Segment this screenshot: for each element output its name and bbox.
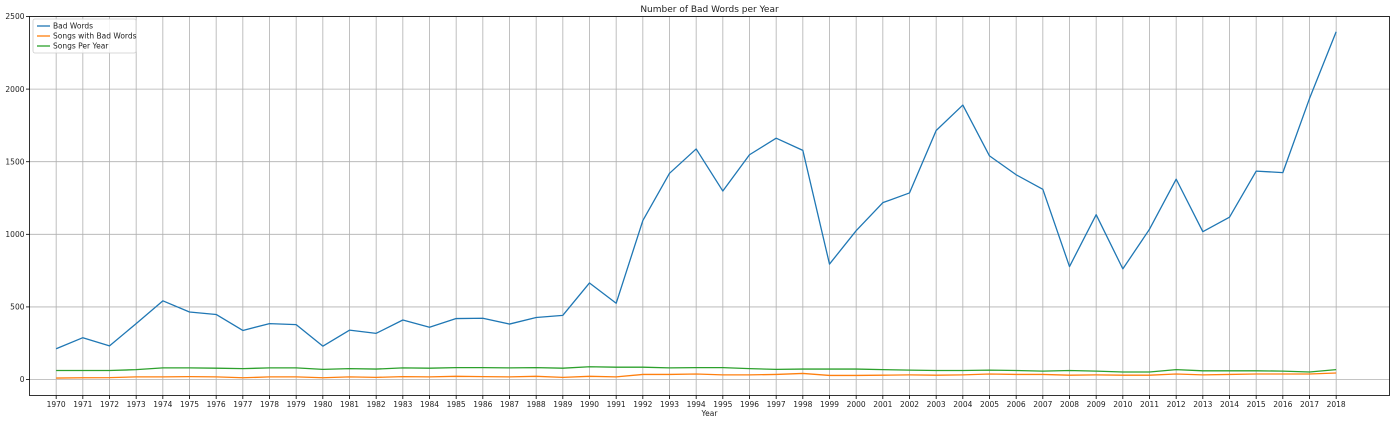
x-tick-label: 1981 — [340, 400, 359, 409]
series-line-1 — [56, 372, 1337, 379]
x-tick-label: 1998 — [793, 400, 812, 409]
x-tick-label: 2001 — [873, 400, 892, 409]
x-tick-label: 1989 — [553, 400, 572, 409]
x-tick-label: 1995 — [713, 400, 732, 409]
y-tick-label: 2500 — [5, 12, 24, 21]
chart-title: Number of Bad Words per Year — [640, 5, 779, 15]
series-line-2 — [56, 366, 1337, 373]
x-tick-label: 2015 — [1247, 400, 1266, 409]
x-tick-label: 1985 — [447, 400, 466, 409]
x-tick-label: 1979 — [287, 400, 306, 409]
axes-frame — [29, 16, 1390, 396]
y-tick-label: 2000 — [5, 85, 24, 94]
x-tick-label: 2005 — [980, 400, 999, 409]
legend-label: Songs Per Year — [53, 42, 109, 51]
x-tick-label: 1996 — [740, 400, 759, 409]
x-tick-label: 2009 — [1087, 400, 1106, 409]
x-tick-label: 1970 — [47, 400, 66, 409]
x-tick-label: 2016 — [1273, 400, 1292, 409]
x-tick-label: 2011 — [1140, 400, 1159, 409]
grid — [29, 16, 1390, 396]
x-tick-label: 2014 — [1220, 400, 1239, 409]
x-tick-label: 2010 — [1113, 400, 1132, 409]
x-tick-label: 2008 — [1060, 400, 1079, 409]
x-tick-label: 1984 — [420, 400, 439, 409]
x-tick-label: 2000 — [847, 400, 866, 409]
x-tick-label: 1977 — [233, 400, 252, 409]
x-tick-label: 1993 — [660, 400, 679, 409]
x-axis-label: Year — [701, 409, 719, 418]
x-tick-label: 2012 — [1167, 400, 1186, 409]
series-group — [55, 31, 1337, 379]
y-tick-label: 1500 — [5, 157, 24, 166]
legend-label: Bad Words — [53, 22, 93, 31]
x-tick-label: 1983 — [393, 400, 412, 409]
x-tick-label: 2003 — [927, 400, 946, 409]
x-tick-label: 1986 — [473, 400, 492, 409]
x-tick-label: 1974 — [153, 400, 172, 409]
x-tick-label: 1976 — [207, 400, 226, 409]
x-tick-label: 1988 — [527, 400, 546, 409]
x-tick-label: 1973 — [127, 400, 146, 409]
ticks: 1970 1971 1972 1973 1974 1975 1976 1977 1978 1979… — [5, 12, 1346, 409]
x-tick-label: 2007 — [1033, 400, 1052, 409]
x-tick-label: 1980 — [313, 400, 332, 409]
x-tick-label: 2017 — [1300, 400, 1319, 409]
x-tick-label: 1978 — [260, 400, 279, 409]
x-tick-label: 1991 — [607, 400, 626, 409]
x-tick-label: 2006 — [1007, 400, 1026, 409]
x-tick-label: 1990 — [580, 400, 599, 409]
y-tick-label: 1000 — [5, 230, 24, 239]
x-tick-label: 1999 — [820, 400, 839, 409]
x-tick-label: 1997 — [767, 400, 786, 409]
x-tick-label: 1987 — [500, 400, 519, 409]
x-tick-label: 2013 — [1193, 400, 1212, 409]
x-tick-label: 1972 — [100, 400, 119, 409]
legend-box — [32, 18, 137, 54]
series-line-0 — [55, 31, 1337, 350]
x-tick-label: 1971 — [73, 400, 92, 409]
x-tick-label: 1975 — [180, 400, 199, 409]
x-tick-label: 1982 — [367, 400, 386, 409]
legend-label: Songs with Bad Words — [53, 32, 137, 41]
x-tick-label: 2018 — [1327, 400, 1346, 409]
x-tick-label: 2002 — [900, 400, 919, 409]
x-tick-label: 1992 — [633, 400, 652, 409]
x-tick-label: 1994 — [687, 400, 706, 409]
y-tick-label: 0 — [20, 375, 25, 384]
x-tick-label: 2004 — [953, 400, 972, 409]
y-tick-label: 500 — [10, 303, 25, 312]
